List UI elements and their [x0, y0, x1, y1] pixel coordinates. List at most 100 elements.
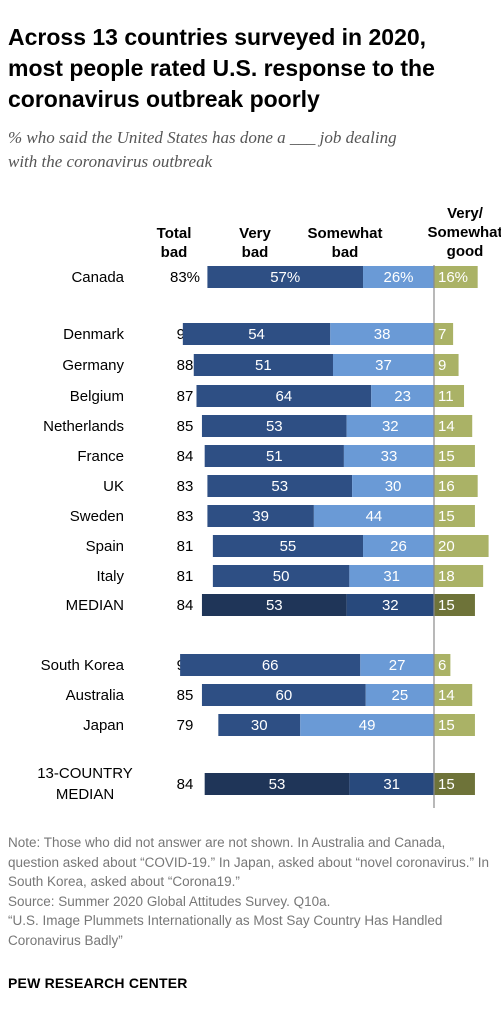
bar-very-bad [207, 266, 364, 288]
bar-good [434, 445, 475, 467]
value-label-good: 11 [438, 388, 454, 405]
value-label-somewhat-bad: 32 [382, 418, 399, 435]
category-label: MEDIAN [56, 786, 114, 803]
total-bad-value: 81 [177, 568, 194, 585]
total-bad-value: 85 [177, 418, 194, 435]
bar-very-bad [193, 354, 333, 376]
bar-somewhat-bad [330, 323, 434, 345]
value-label-good: 15 [438, 448, 455, 465]
category-label: MEDIAN [66, 597, 124, 614]
value-label-very-bad: 53 [266, 597, 283, 614]
total-bad-value: 81 [177, 538, 194, 555]
bar-good [434, 475, 478, 497]
value-label-somewhat-bad: 26% [383, 269, 413, 286]
value-label-somewhat-bad: 31 [383, 568, 400, 585]
bar-very-bad [204, 445, 344, 467]
bar-very-bad [218, 714, 301, 736]
bar-somewhat-bad [360, 654, 434, 676]
category-label: Australia [66, 687, 125, 704]
total-bad-value: 83 [177, 478, 194, 495]
value-label-very-bad: 57% [270, 269, 300, 286]
total-bad-value: 88 [177, 357, 194, 374]
value-label-somewhat-bad: 49 [359, 717, 376, 734]
bar-good [434, 415, 473, 437]
value-label-somewhat-bad: 23 [394, 388, 411, 405]
total-bad-value: 79 [177, 717, 194, 734]
value-label-somewhat-bad: 27 [389, 657, 406, 674]
bar-very-bad [180, 654, 361, 676]
total-bad-value: 87 [177, 388, 194, 405]
bar-very-bad [204, 773, 350, 795]
value-label-very-bad: 53 [271, 478, 288, 495]
value-label-somewhat-bad: 37 [375, 357, 392, 374]
bar-somewhat-bad [346, 415, 434, 437]
source-text: Source: Summer 2020 Global Attitudes Sur… [8, 893, 331, 909]
category-label: Belgium [70, 388, 124, 405]
bar-somewhat-bad [300, 714, 434, 736]
total-bad-value: 83 [177, 508, 194, 525]
category-label: Denmark [63, 326, 124, 343]
bar-good [434, 385, 465, 407]
bar-somewhat-bad [349, 565, 434, 587]
category-label: Italy [96, 568, 124, 585]
value-label-very-bad: 53 [269, 776, 286, 793]
bar-good [434, 266, 478, 288]
bar-good [434, 354, 459, 376]
value-label-very-bad: 54 [248, 326, 265, 343]
value-label-good: 7 [438, 326, 446, 343]
value-label-good: 15 [438, 717, 455, 734]
bar-good [434, 535, 489, 557]
column-header-total-bad: Total [157, 225, 192, 242]
bar-very-bad [201, 415, 347, 437]
value-label-very-bad: 60 [276, 687, 293, 704]
category-label: UK [103, 478, 124, 495]
column-header-somewhat-bad: Somewhat [307, 225, 382, 242]
bar-somewhat-bad [349, 773, 434, 795]
value-label-good: 16% [438, 269, 468, 286]
bar-good [434, 684, 473, 706]
category-label: 13-COUNTRY [37, 765, 133, 782]
category-label: Japan [83, 717, 124, 734]
bar-good [434, 505, 475, 527]
bar-very-bad [212, 535, 364, 557]
category-label: Canada [71, 269, 124, 286]
total-bad-value: 84 [177, 448, 194, 465]
value-label-very-bad: 64 [276, 388, 293, 405]
value-label-good: 18 [438, 568, 455, 585]
note-text: Note: Those who did not answer are not s… [8, 835, 490, 889]
column-header-total-bad: bad [161, 244, 188, 261]
value-label-very-bad: 66 [262, 657, 279, 674]
bar-somewhat-bad [352, 475, 434, 497]
bar-very-bad [182, 323, 331, 345]
chart-subtitle: % who said the United States has done a … [8, 128, 397, 171]
bar-somewhat-bad [363, 535, 434, 557]
bar-somewhat-bad [343, 445, 434, 467]
chart-title: Across 13 countries surveyed in 2020, mo… [8, 24, 435, 112]
category-label: Germany [62, 357, 124, 374]
value-label-very-bad: 53 [266, 418, 283, 435]
bar-somewhat-bad [346, 594, 434, 616]
bar-very-bad [201, 594, 347, 616]
value-label-good: 20 [438, 538, 455, 555]
total-bad-value: 84 [177, 597, 194, 614]
bar-somewhat-bad [371, 385, 434, 407]
bar-somewhat-bad [363, 266, 434, 288]
bar-very-bad [207, 505, 314, 527]
value-label-very-bad: 55 [280, 538, 297, 555]
value-label-very-bad: 50 [273, 568, 290, 585]
category-label: Spain [86, 538, 124, 555]
total-bad-value: 84 [177, 776, 194, 793]
value-label-very-bad: 30 [251, 717, 268, 734]
category-label: France [77, 448, 124, 465]
value-label-somewhat-bad: 25 [392, 687, 409, 704]
value-label-somewhat-bad: 44 [366, 508, 383, 525]
category-label: Netherlands [43, 418, 124, 435]
bar-somewhat-bad [313, 505, 434, 527]
bar-good [434, 714, 475, 736]
source-label: PEW RESEARCH CENTER [8, 975, 188, 991]
value-label-somewhat-bad: 33 [381, 448, 398, 465]
value-label-somewhat-bad: 31 [383, 776, 400, 793]
bar-very-bad [207, 475, 353, 497]
bar-somewhat-bad [365, 684, 434, 706]
value-label-good: 15 [438, 597, 455, 614]
